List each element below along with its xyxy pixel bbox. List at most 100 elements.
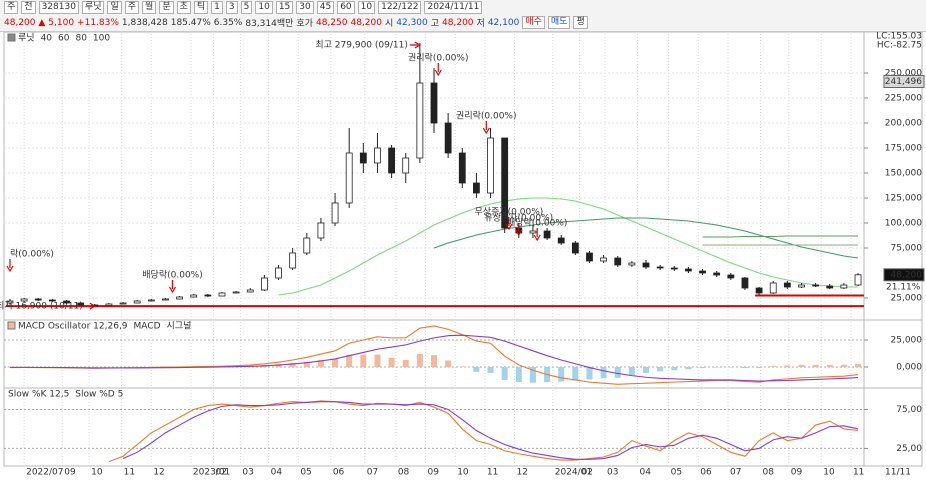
toolbar-button[interactable]: 60	[337, 1, 355, 14]
toolbar-button[interactable]: 3	[225, 1, 238, 14]
candle-body	[783, 282, 791, 288]
toolbar-text: 83,314백만	[245, 19, 294, 29]
toolbar-text: 고	[430, 19, 440, 29]
x-tick-label: 11	[124, 468, 135, 478]
toolbar-text: 저	[476, 19, 485, 29]
annotation-arrow	[169, 280, 177, 294]
candle-body	[755, 287, 763, 294]
candle-body	[656, 266, 664, 269]
candle-body	[812, 284, 820, 287]
oscillator-bar	[473, 367, 480, 372]
candle-body	[600, 257, 608, 262]
candle-body	[529, 230, 537, 234]
legend-label: Slow %K 12,5	[8, 390, 69, 400]
x-tick-label: 07	[367, 468, 378, 478]
oscillator-bar	[459, 366, 466, 368]
toolbar-button[interactable]: 매도	[547, 16, 571, 29]
x-tick-label: 10	[823, 468, 835, 478]
candle-body	[162, 298, 169, 301]
toolbar-button[interactable]: 10	[357, 1, 376, 14]
oscillator-bar	[713, 367, 720, 368]
oscillator-bar	[332, 358, 339, 368]
candle-body	[487, 137, 494, 194]
legend-label: 100	[93, 34, 110, 44]
candle-body	[119, 302, 127, 305]
candle-body	[430, 82, 438, 124]
x-tick-label: 08	[398, 468, 410, 478]
annotation-arrow	[533, 228, 541, 242]
toolbar-button[interactable]: 45	[316, 1, 335, 14]
toolbar-button[interactable]: 15	[275, 1, 294, 14]
moving-average-line	[702, 235, 859, 238]
toolbar-text: +11.83%	[77, 17, 119, 28]
toolbar-button[interactable]: 평	[573, 16, 588, 29]
toolbar-button[interactable]: 분	[159, 1, 174, 14]
oscillator-bar	[614, 367, 621, 378]
toolbar-text: 1,838,428	[121, 17, 168, 28]
candle-body	[642, 262, 650, 268]
toolbar-button[interactable]: 전	[21, 1, 36, 14]
x-tick-label: 09	[791, 468, 803, 478]
toolbar-button[interactable]: 주	[124, 1, 140, 14]
legend-label: 루닛	[18, 33, 35, 44]
oscillator-bar	[572, 367, 579, 381]
candle-body	[769, 282, 777, 294]
price-marker	[883, 75, 925, 89]
toolbar-button[interactable]: 30	[296, 1, 314, 14]
legend-label: MACD Oscillator 12,26,9	[18, 322, 128, 332]
candle-body	[190, 294, 198, 298]
price-marker-label: 48,200	[891, 270, 923, 280]
oscillator-bar	[529, 367, 536, 383]
candle-body	[416, 82, 424, 159]
y-tick-label: 75,000	[891, 244, 923, 254]
oscillator-bar	[558, 367, 565, 382]
candle-body	[444, 122, 452, 154]
x-tick-label: 04	[640, 468, 652, 478]
x-tick-label: 2023/01	[193, 468, 230, 478]
oscillator-line	[108, 400, 859, 463]
candle-body	[741, 277, 749, 289]
toolbar-button[interactable]: 루닛	[81, 1, 105, 14]
candle-body	[20, 298, 28, 302]
toolbar-button[interactable]: 일	[107, 1, 122, 14]
annotation-arrow	[6, 259, 14, 273]
oscillator-bar	[699, 367, 706, 369]
toolbar-button[interactable]: 2024/11/11	[424, 1, 483, 14]
toolbar-button[interactable]: 122/122	[378, 1, 422, 14]
candle-body	[133, 300, 141, 304]
toolbar-button[interactable]: 328130	[38, 1, 79, 14]
hc-label: HC:-82.75	[877, 41, 922, 51]
oscillator-bar	[685, 367, 692, 370]
x-tick-label: 05	[671, 468, 682, 478]
toolbar-text: 호가	[296, 19, 313, 29]
oscillator-bar	[388, 357, 395, 368]
toolbar-button[interactable]: 틱	[193, 1, 209, 14]
toolbar-text: 48,250	[315, 17, 348, 28]
toolbar-text: 6.35%	[213, 17, 243, 28]
x-tick-label: 02	[216, 468, 227, 478]
candle-body	[543, 230, 551, 239]
x-tick-label: 02	[582, 468, 593, 478]
candle-body	[685, 268, 692, 272]
oscillator-bar	[657, 367, 664, 372]
oscillator-bar	[445, 360, 452, 368]
toolbar-button[interactable]: 초	[176, 1, 191, 14]
x-tick-label: 10	[91, 468, 103, 478]
candle-body	[557, 237, 565, 244]
toolbar-button[interactable]: 10	[255, 1, 273, 14]
candle-body	[854, 274, 862, 286]
y-tick-label: 100,000	[885, 219, 922, 229]
candle-body	[147, 299, 155, 302]
toolbar-button[interactable]: 주	[4, 1, 19, 14]
toolbar-button[interactable]: 월	[142, 1, 157, 14]
candle-body	[388, 147, 395, 174]
toolbar-button[interactable]: 5	[240, 1, 253, 14]
toolbar-button[interactable]: 1	[211, 1, 223, 14]
toolbar-text: 48,200	[350, 17, 382, 28]
price-marker	[883, 268, 925, 282]
y-tick-label: 0,000	[896, 363, 922, 373]
panel-frame	[3, 387, 923, 467]
macd-line	[9, 334, 859, 382]
y-tick-label: 150,000	[885, 169, 922, 179]
toolbar-button[interactable]: 매수	[522, 16, 545, 29]
